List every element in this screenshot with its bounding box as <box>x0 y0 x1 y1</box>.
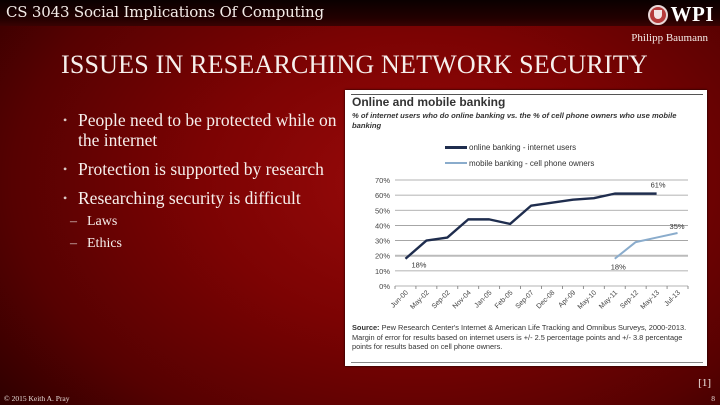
svg-text:Apr-09: Apr-09 <box>557 289 577 309</box>
course-title: CS 3043 Social Implications Of Computing <box>6 3 324 21</box>
svg-text:60%: 60% <box>375 191 390 200</box>
svg-text:50%: 50% <box>375 206 390 215</box>
bullet-item: • People need to be protected while on th… <box>63 110 337 150</box>
svg-text:40%: 40% <box>375 221 390 230</box>
bullet-dot-icon: • <box>63 162 68 176</box>
svg-text:61%: 61% <box>651 181 666 190</box>
svg-text:18%: 18% <box>611 263 626 272</box>
svg-text:20%: 20% <box>375 252 390 261</box>
svg-text:Sep-07: Sep-07 <box>515 289 536 310</box>
svg-text:30%: 30% <box>375 237 390 246</box>
wpi-seal-icon <box>647 4 668 25</box>
dash-icon: – <box>70 214 77 229</box>
legend-swatch <box>445 145 467 149</box>
bullet-list: • People need to be protected while on th… <box>60 110 350 257</box>
sub-bullet-item: – Ethics <box>70 236 122 251</box>
svg-text:May-13: May-13 <box>640 289 662 311</box>
svg-text:Jun-00: Jun-00 <box>390 289 410 309</box>
line-chart: 0%10%20%30%40%50%60%70%Jun-00 May-02 Sep-0… <box>375 176 689 311</box>
svg-text:Feb-05: Feb-05 <box>494 289 515 310</box>
legend-item-mobile: mobile banking - cell phone owners <box>445 155 594 171</box>
svg-text:Dec-08: Dec-08 <box>535 289 556 310</box>
wpi-logo: WPI <box>647 2 715 27</box>
header-bar: CS 3043 Social Implications Of Computing… <box>0 0 720 26</box>
chart-legend: online banking - internet users mobile b… <box>445 139 594 171</box>
chart-figure: Online and mobile banking % of internet … <box>345 90 707 366</box>
svg-text:May-10: May-10 <box>577 289 599 311</box>
svg-text:Sep-12: Sep-12 <box>619 289 640 310</box>
chart-title: Online and mobile banking <box>352 95 506 109</box>
svg-text:Jul-13: Jul-13 <box>664 289 683 308</box>
divider <box>351 94 703 95</box>
wpi-logo-text: WPI <box>670 2 714 26</box>
page-number: 8 <box>711 394 715 403</box>
author-name: Philipp Baumann <box>631 32 708 44</box>
svg-text:35%: 35% <box>670 222 685 231</box>
svg-text:0%: 0% <box>379 282 390 291</box>
bullet-dot-icon: • <box>63 191 68 205</box>
chart-subtitle: % of internet users who do online bankin… <box>352 111 677 130</box>
svg-text:Sep-02: Sep-02 <box>431 289 452 310</box>
svg-text:10%: 10% <box>375 267 390 276</box>
bullet-dot-icon: • <box>63 113 68 127</box>
reference-marker: [1] <box>698 377 711 389</box>
svg-text:Jan-05: Jan-05 <box>474 289 494 309</box>
svg-text:May-02: May-02 <box>409 289 431 311</box>
bullet-item: • Researching security is difficult <box>63 188 301 208</box>
chart-source: Source: Pew Research Center's Internet &… <box>352 323 687 352</box>
svg-text:May-11: May-11 <box>598 289 619 310</box>
dash-icon: – <box>70 236 77 251</box>
copyright: © 2015 Keith A. Pray <box>4 394 70 403</box>
svg-text:18%: 18% <box>411 261 426 270</box>
divider <box>351 362 703 363</box>
svg-text:Nov-04: Nov-04 <box>452 289 473 310</box>
slide-title: ISSUES IN RESEARCHING NETWORK SECURITY <box>61 50 648 79</box>
svg-text:70%: 70% <box>375 176 390 185</box>
sub-bullet-item: – Laws <box>70 214 118 229</box>
legend-item-online: online banking - internet users <box>445 139 594 155</box>
bullet-item: • Protection is supported by research <box>63 159 324 179</box>
legend-swatch <box>445 162 467 164</box>
